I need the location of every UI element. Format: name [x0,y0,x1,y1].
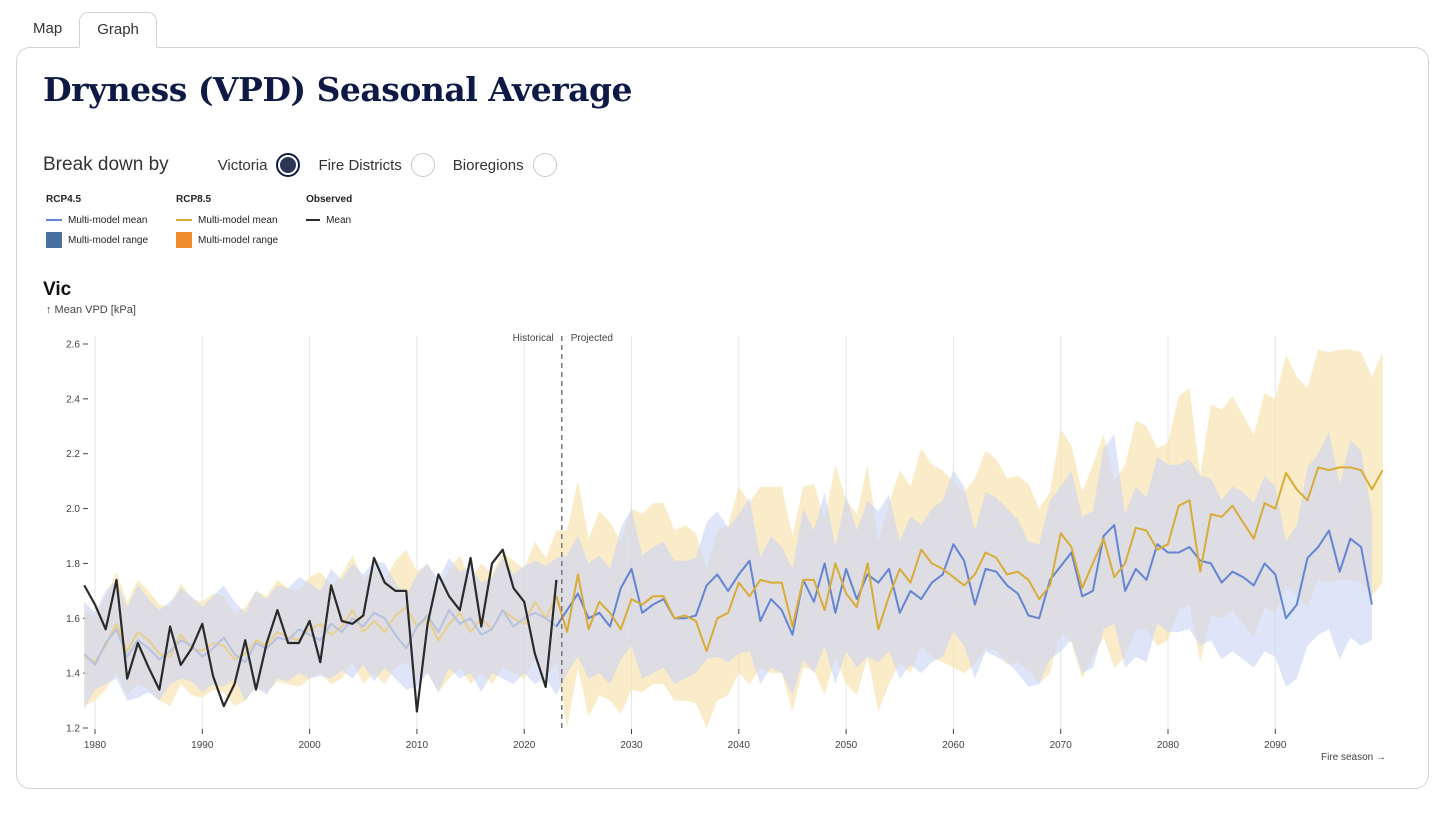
legend-rcp45-mean-row: Multi-model mean [46,210,148,230]
legend-rcp85-mean-row: Multi-model mean [176,210,278,230]
view-tabs: Map Graph [16,12,157,48]
legend-rcp45-range-swatch [46,232,62,248]
x-tick-label: 2050 [835,740,858,751]
page-title: Dryness (VPD) Seasonal Average [43,70,633,109]
legend-rcp45-range-label: Multi-model range [68,234,149,246]
breakdown-label: Break down by [43,154,169,175]
tab-graph[interactable]: Graph [79,12,157,48]
legend-rcp85-range-label: Multi-model range [198,234,279,246]
legend-rcp85-range-swatch [176,232,193,248]
legend-rcp85: RCP8.5 Multi-model mean Multi-model rang… [176,194,278,250]
legend-rcp85-mean-label: Multi-model mean [198,214,278,226]
historical-annotation: Historical [513,333,554,344]
legend-observed-mean-line [306,219,321,221]
legend-rcp45-mean-label: Multi-model mean [68,214,148,226]
option-fire-districts-label: Fire Districts [318,156,402,174]
legend-observed: Observed Mean [306,194,352,250]
x-tick-label: 2020 [513,740,536,751]
breakdown-selector: Break down by Victoria Fire Districts Bi… [43,150,575,180]
y-tick-label: 2.6 [66,340,80,351]
rcp45-range-band [84,431,1372,709]
option-bioregions-radio[interactable] [532,153,557,177]
x-tick-label: 2030 [620,740,643,751]
option-victoria[interactable]: Victoria [218,153,301,177]
projected-annotation: Projected [571,333,613,344]
x-tick-label: 2010 [406,740,429,751]
y-axis-label: ↑ Mean VPD [kPa] [46,304,136,316]
x-tick-label: 2080 [1157,740,1180,751]
option-bioregions-label: Bioregions [452,156,524,174]
legend-observed-mean-label: Mean [326,214,352,226]
x-tick-label: 2060 [942,740,965,751]
y-tick-label: 1.2 [66,724,80,735]
rcp85-mean-line [555,466,1384,653]
option-bioregions[interactable]: Bioregions [453,153,557,177]
y-tick-label: 1.8 [66,559,80,570]
legend-observed-title: Observed [306,194,353,205]
legend-rcp45-title: RCP4.5 [46,194,82,205]
legend-rcp85-title: RCP8.5 [176,194,212,205]
y-tick-label: 2.4 [66,394,80,405]
y-tick-label: 2.2 [66,449,80,460]
y-tick-label: 2.0 [66,504,80,515]
x-tick-label: 1980 [84,740,107,751]
x-tick-label: 2090 [1264,740,1287,751]
region-title: Vic [43,279,72,300]
x-tick-label: 2000 [298,740,321,751]
y-tick-label: 1.6 [66,614,80,625]
option-victoria-radio[interactable] [276,153,301,177]
legend-rcp45-range-row: Multi-model range [46,230,148,250]
tab-map[interactable]: Map [33,20,63,37]
option-fire-districts-radio[interactable] [410,153,435,177]
y-tick-label: 1.4 [66,669,80,680]
option-fire-districts[interactable]: Fire Districts [318,153,435,177]
x-tick-label: 2070 [1050,740,1073,751]
legend-rcp45-mean-line [46,219,62,221]
legend-observed-mean-row: Mean [306,210,352,230]
rcp45-mean-line [555,524,1373,636]
legend-rcp85-mean-line [176,219,193,221]
legend-rcp85-range-row: Multi-model range [176,230,278,250]
x-tick-label: 2040 [728,740,751,751]
observed-mean-line [83,548,558,713]
x-tick-label: 1990 [191,740,214,751]
chart-legend: RCP4.5 Multi-model mean Multi-model rang… [46,194,380,250]
option-victoria-label: Victoria [217,156,268,174]
x-axis-label: Fire season → [1321,752,1386,763]
legend-rcp45: RCP4.5 Multi-model mean Multi-model rang… [46,194,148,250]
